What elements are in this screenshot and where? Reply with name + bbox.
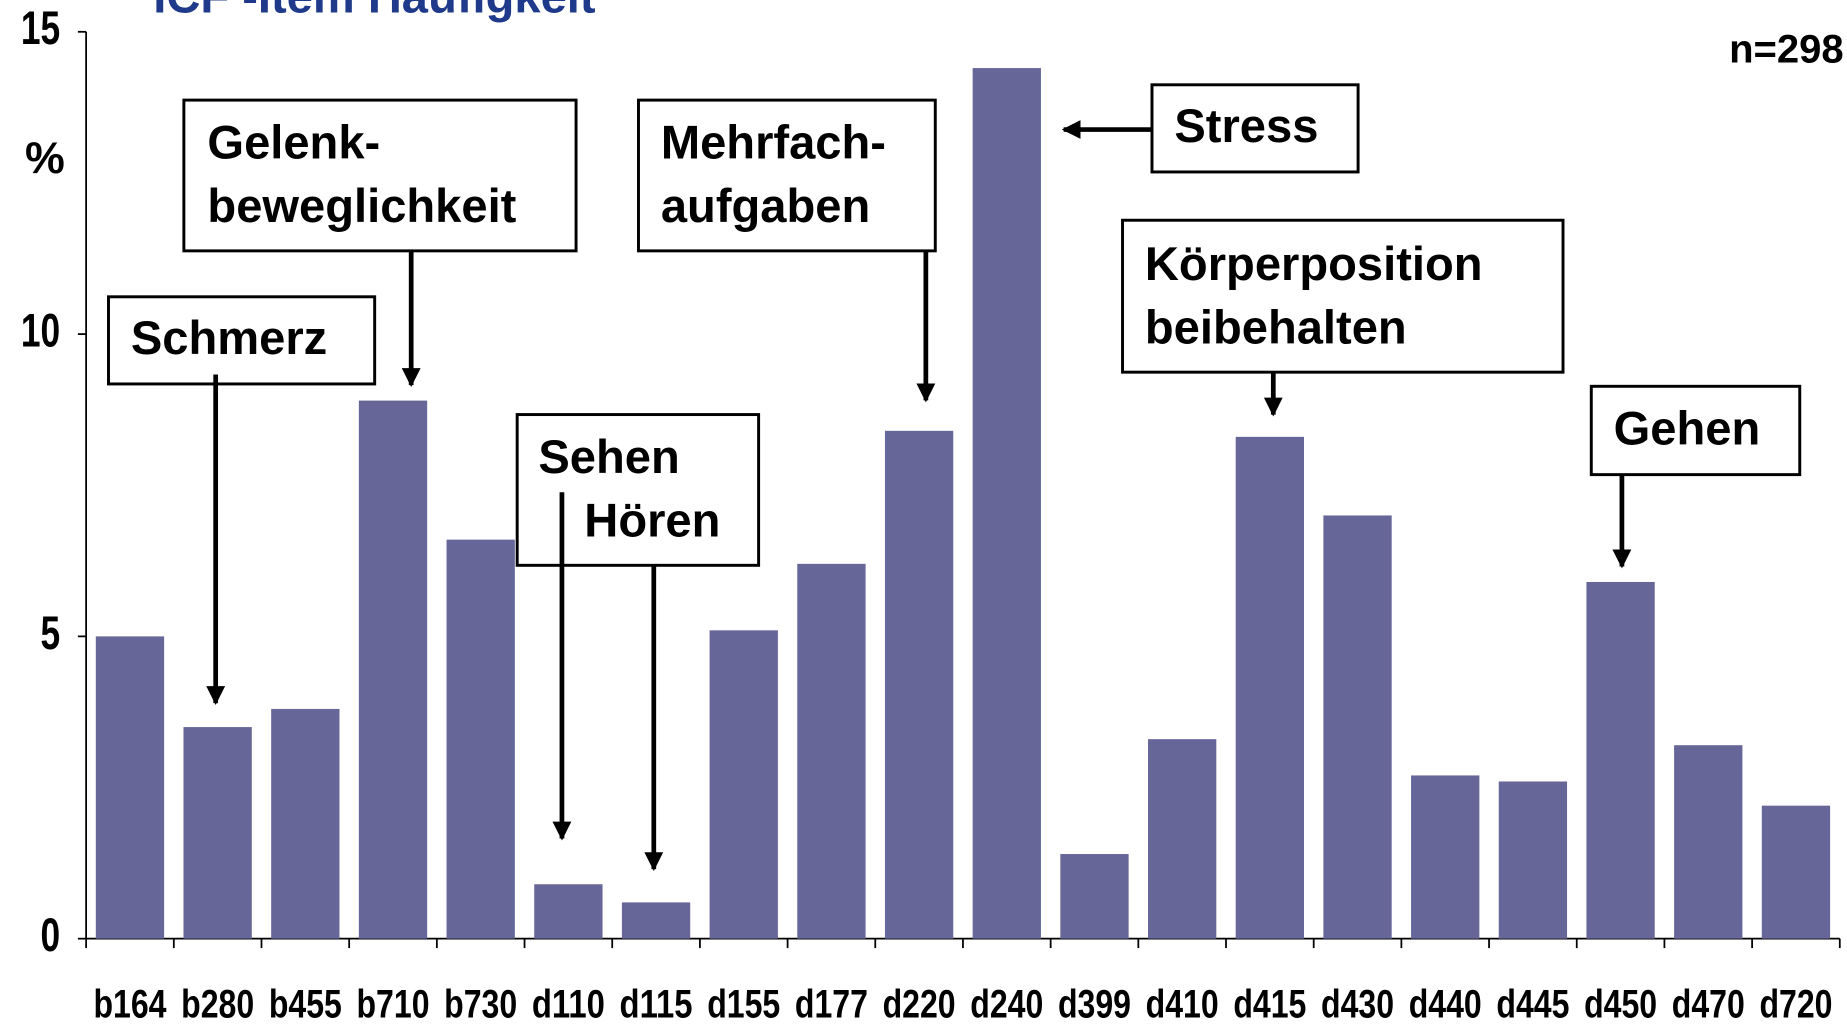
y-tick-label: 15 — [21, 1, 60, 54]
chart-title: ICF -Item Häufigkeit — [153, 0, 596, 22]
annotation-text: Hören — [584, 494, 720, 547]
annotation-text: beweglichkeit — [207, 179, 516, 232]
annotation-text: aufgaben — [661, 179, 870, 232]
x-tick-label: d720 — [1759, 983, 1832, 1027]
x-tick-label: d110 — [532, 983, 605, 1027]
x-tick-label: d445 — [1496, 983, 1569, 1027]
x-tick-label: b710 — [357, 983, 430, 1027]
y-tick-label: 10 — [21, 304, 60, 357]
x-tick-label: d115 — [620, 983, 693, 1027]
bar — [1411, 775, 1480, 939]
x-tick-label: b164 — [93, 983, 167, 1027]
x-tick-label: d220 — [883, 983, 956, 1027]
bar — [972, 68, 1041, 939]
bar — [1235, 436, 1305, 939]
x-tick-label: b730 — [444, 983, 517, 1027]
annotation-text: Sehen — [538, 430, 679, 483]
annotation-text: Körperposition — [1145, 237, 1483, 290]
annotation-box — [1589, 384, 1802, 477]
x-tick-label: b455 — [269, 983, 342, 1027]
annotation-box — [1150, 83, 1360, 174]
annotation-box — [637, 98, 937, 253]
x-tick-label: d410 — [1146, 983, 1219, 1027]
annotation-box — [515, 413, 761, 567]
bar — [621, 902, 691, 939]
y-axis-label: % — [25, 133, 65, 183]
bar — [1323, 515, 1392, 939]
sample-size: n=298 — [1729, 27, 1844, 71]
bar — [884, 430, 954, 939]
bar — [1674, 745, 1743, 939]
bar — [1761, 805, 1831, 939]
annotation-box — [1121, 218, 1565, 374]
annotation-text: Stress — [1174, 99, 1318, 152]
bar — [358, 400, 428, 939]
bar — [1060, 854, 1129, 939]
bar — [271, 708, 340, 939]
annotation-box — [182, 98, 578, 253]
bar — [95, 636, 165, 939]
bar — [709, 630, 778, 939]
x-tick-label: b280 — [181, 983, 254, 1027]
annotation-text: Gehen — [1614, 402, 1761, 455]
y-tick-label: 5 — [41, 606, 61, 659]
annotation-box — [107, 295, 377, 386]
x-tick-label: d450 — [1584, 983, 1657, 1027]
bar — [446, 539, 515, 939]
x-tick-label: d440 — [1409, 983, 1482, 1027]
bar — [534, 884, 603, 939]
bar — [1148, 739, 1217, 939]
x-tick-label: d399 — [1058, 983, 1131, 1027]
x-tick-label: d155 — [707, 983, 780, 1027]
x-tick-label: d430 — [1321, 983, 1394, 1027]
x-tick-label: d415 — [1233, 983, 1306, 1027]
bar — [797, 563, 866, 939]
y-tick-label: 0 — [41, 908, 61, 961]
x-tick-label: d470 — [1672, 983, 1745, 1027]
annotation-text: beibehalten — [1145, 300, 1407, 353]
annotation-text: Schmerz — [131, 311, 327, 364]
bar — [1586, 581, 1655, 939]
annotation-text: Gelenk- — [207, 115, 380, 168]
bar — [183, 727, 252, 939]
annotation-text: Mehrfach- — [661, 115, 886, 168]
bar — [1498, 781, 1568, 939]
x-tick-label: d240 — [970, 983, 1043, 1027]
x-tick-label: d177 — [795, 983, 868, 1027]
